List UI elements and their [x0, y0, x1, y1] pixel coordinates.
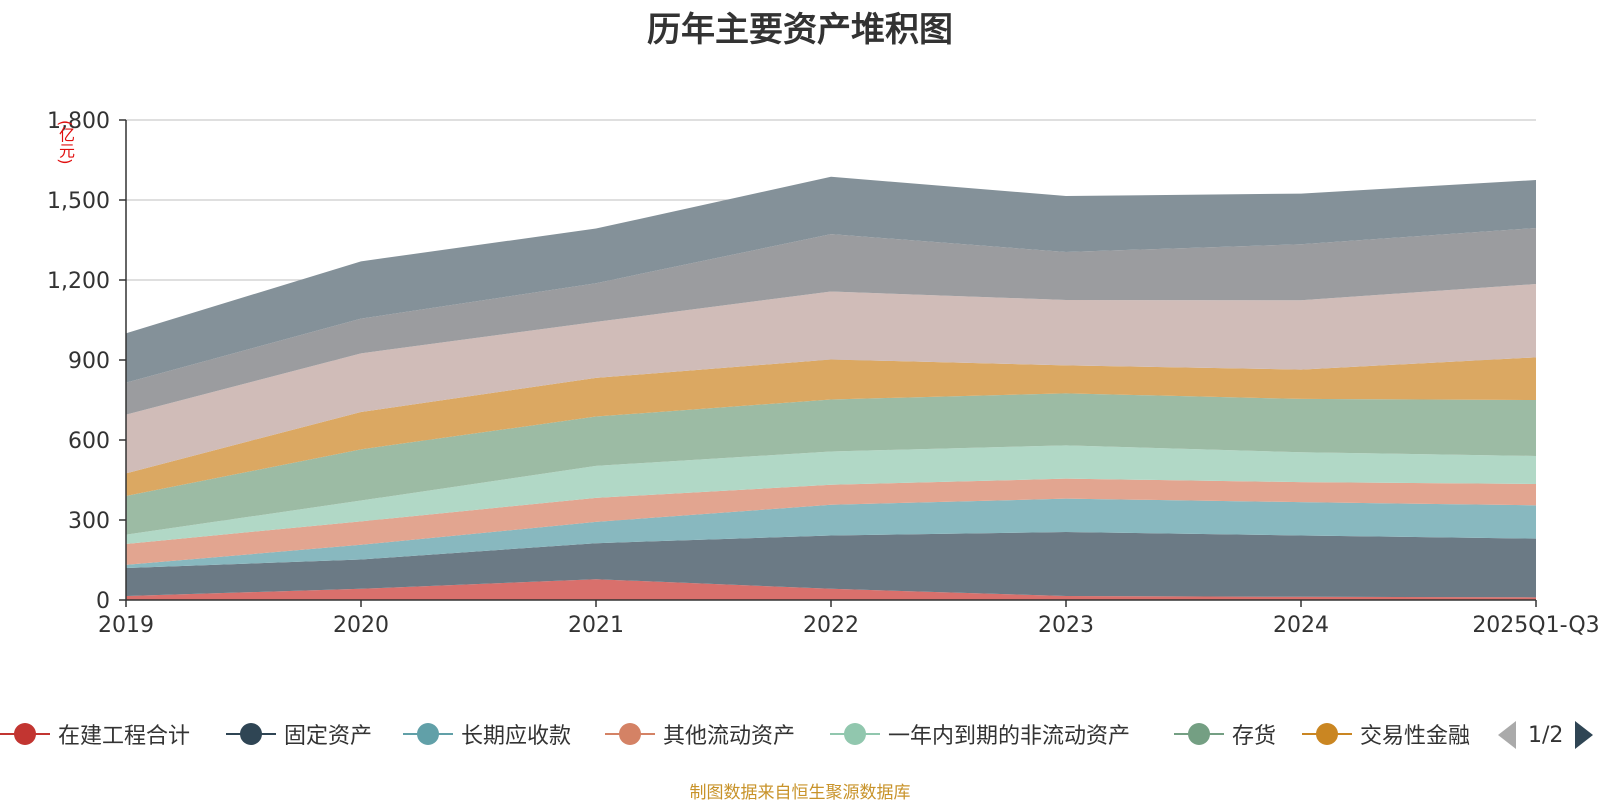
- area-series-3: [126, 478, 1536, 565]
- chart-legend: 在建工程合计 固定资产 长期应收款 其他流动资产 一年内到期的非流动资产 存货 交易性金融: [0, 714, 1600, 754]
- legend-label: 长期应收款: [461, 724, 572, 749]
- legend-label: 一年内到期的非流动资产: [888, 724, 1131, 749]
- legend-marker-icon: [226, 719, 276, 749]
- y-tick-label-5: 1,500: [47, 189, 110, 214]
- legend-label: 存货: [1232, 724, 1277, 749]
- legend-label: 其他流动资产: [663, 724, 796, 749]
- legend-marker-icon: [1174, 719, 1224, 749]
- legend-item-3[interactable]: 其他流动资产: [605, 714, 795, 754]
- legend-item-4[interactable]: 一年内到期的非流动资产: [830, 714, 1130, 754]
- legend-pager: 1/2: [1498, 718, 1594, 752]
- y-tick-label-2: 600: [68, 429, 110, 454]
- x-tick-label-0: 2019: [98, 613, 154, 638]
- legend-label: 交易性金融: [1360, 724, 1471, 749]
- y-tick-label-1: 300: [68, 509, 110, 534]
- x-tick-label-1: 2020: [333, 613, 389, 638]
- area-series-8: [126, 228, 1536, 415]
- data-source-note: 制图数据来自恒生聚源数据库: [689, 783, 911, 803]
- y-tick-label-0: 0: [96, 589, 110, 614]
- legend-marker-icon: [1302, 719, 1352, 749]
- area-series-1: [126, 532, 1536, 598]
- legend-item-0[interactable]: 在建工程合计: [0, 714, 190, 754]
- area-series-6: [126, 357, 1536, 496]
- area-series-0: [126, 579, 1536, 600]
- x-tick-label-2: 2021: [568, 613, 624, 638]
- legend-item-6[interactable]: 交易性金融: [1302, 714, 1470, 754]
- area-series-2: [126, 498, 1536, 568]
- legend-marker-icon: [830, 719, 880, 749]
- legend-item-1[interactable]: 固定资产: [226, 714, 372, 754]
- x-tick-label-6: 2025Q1-Q3: [1472, 613, 1599, 638]
- y-tick-label-3: 900: [68, 349, 110, 374]
- y-tick-label-6: 1,800: [47, 109, 110, 134]
- area-series-9: [126, 176, 1536, 383]
- legend-item-2[interactable]: 长期应收款: [403, 714, 571, 754]
- legend-prev-page-button[interactable]: [1498, 721, 1516, 749]
- chart-title: 历年主要资产堆积图: [647, 10, 953, 50]
- x-tick-label-4: 2023: [1038, 613, 1094, 638]
- y-axis-unit-label: (亿元): [56, 120, 75, 165]
- legend-marker-icon: [605, 719, 655, 749]
- area-series-4: [126, 445, 1536, 544]
- legend-label: 在建工程合计: [58, 724, 191, 749]
- y-tick-label-4: 1,200: [47, 269, 110, 294]
- x-tick-label-3: 2022: [803, 613, 859, 638]
- legend-next-page-button[interactable]: [1575, 721, 1594, 749]
- x-tick-label-5: 2024: [1273, 613, 1329, 638]
- area-series-5: [126, 393, 1536, 535]
- legend-marker-icon: [403, 719, 453, 749]
- legend-page-indicator: 1/2: [1528, 722, 1564, 748]
- legend-item-5[interactable]: 存货: [1174, 714, 1276, 754]
- area-series-7: [126, 284, 1536, 474]
- legend-marker-icon: [0, 719, 50, 749]
- legend-label: 固定资产: [284, 724, 373, 749]
